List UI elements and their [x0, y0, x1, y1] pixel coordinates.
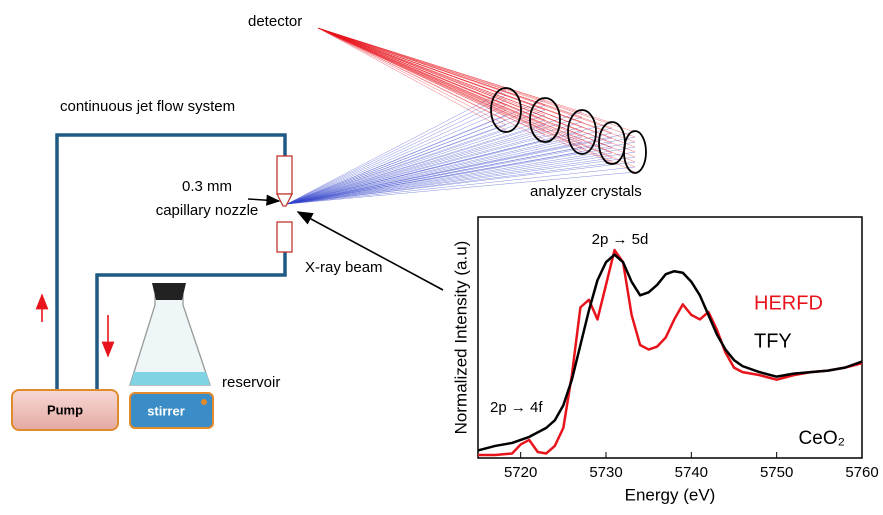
x-tick-label: 5750: [760, 464, 793, 481]
x-tick-label: 5720: [504, 464, 537, 481]
x-axis-label: Energy (eV): [625, 485, 716, 504]
label: detector: [248, 13, 302, 30]
ray: [318, 28, 635, 152]
legend-entry: HERFD: [754, 292, 823, 314]
ray: [318, 28, 635, 172]
ray: [318, 28, 545, 140]
label: X-ray beam: [305, 259, 383, 276]
beam-arrow: [298, 212, 443, 290]
ray: [318, 28, 635, 137]
ray: [287, 110, 506, 204]
label: stirrer: [147, 403, 185, 418]
ray: [318, 28, 582, 152]
label: continuous jet flow system: [60, 98, 235, 115]
annotation: 2p → 5d: [592, 231, 649, 248]
liquid: [130, 372, 210, 385]
ray: [318, 28, 635, 162]
ray: [318, 28, 635, 142]
rays: [287, 28, 635, 204]
x-tick-label: 5740: [675, 464, 708, 481]
flask: [130, 295, 210, 385]
annotation: CeO₂: [799, 428, 845, 449]
label: analyzer crystals: [530, 183, 642, 200]
y-axis-label: Normalized Intensity (a.u): [451, 241, 470, 435]
ray: [287, 130, 545, 204]
knob: [201, 399, 207, 405]
figure: detector continuous jet flow system 0.3 …: [0, 0, 883, 510]
ray: [318, 28, 545, 115]
nozzle-arrow: [248, 199, 279, 201]
x-tick-label: 5760: [845, 464, 878, 481]
annotation: 2p → 4f: [490, 399, 543, 416]
ray: [318, 28, 635, 132]
label: 0.3 mm: [182, 178, 232, 195]
ray: [287, 110, 545, 204]
chart: 5720 5730 5740 5750 5760 Energy (eV) Normalize…: [451, 217, 878, 504]
plot-frame: [478, 217, 862, 458]
label: reservoir: [222, 374, 280, 391]
label: capillary nozzle: [156, 202, 259, 219]
ray: [318, 28, 635, 157]
stopper: [152, 283, 186, 300]
x-tick-label: 5730: [589, 464, 622, 481]
ray: [318, 28, 506, 125]
legend-entry: TFY: [754, 330, 792, 352]
ray: [318, 28, 635, 147]
ray: [287, 105, 545, 204]
nozzle: [277, 156, 292, 252]
label: Pump: [47, 402, 83, 417]
